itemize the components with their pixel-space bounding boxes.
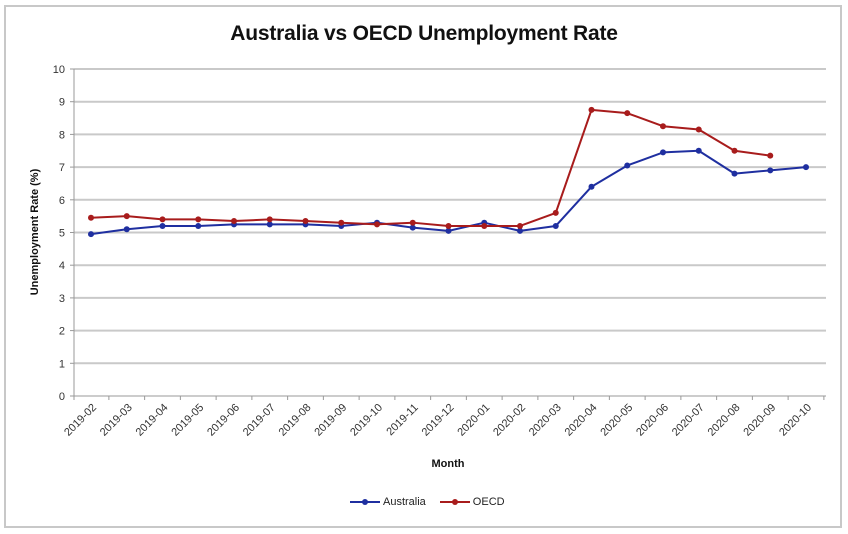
data-point[interactable] bbox=[445, 227, 452, 234]
data-point[interactable] bbox=[123, 226, 130, 233]
x-tick-label: 2020-01 bbox=[455, 402, 492, 439]
legend: Australia OECD bbox=[350, 496, 505, 508]
series-oecd bbox=[88, 106, 774, 229]
x-tick-label: 2020-04 bbox=[563, 402, 600, 439]
x-tick-label: 2019-06 bbox=[205, 402, 242, 439]
y-tick-label: 7 bbox=[59, 162, 65, 174]
data-point[interactable] bbox=[695, 147, 702, 154]
data-point[interactable] bbox=[445, 222, 452, 229]
data-point[interactable] bbox=[231, 218, 237, 225]
x-tick-label: 2020-06 bbox=[634, 402, 671, 439]
data-point[interactable] bbox=[552, 222, 559, 229]
y-tick-label: 5 bbox=[59, 228, 65, 240]
y-tick-label: 2 bbox=[59, 326, 65, 338]
y-tick-label: 9 bbox=[59, 97, 65, 109]
data-point[interactable] bbox=[88, 214, 94, 221]
data-point[interactable] bbox=[517, 227, 523, 234]
data-point[interactable] bbox=[266, 216, 273, 223]
y-tick-label: 10 bbox=[53, 64, 65, 76]
legend-marker-australia-icon bbox=[350, 499, 380, 505]
data-point[interactable] bbox=[481, 222, 488, 229]
x-tick-label: 2020-03 bbox=[527, 402, 564, 439]
y-tick-label: 0 bbox=[59, 391, 65, 403]
data-point[interactable] bbox=[731, 147, 738, 154]
data-point[interactable] bbox=[803, 164, 809, 171]
data-point[interactable] bbox=[195, 222, 202, 229]
x-tick-label: 2019-03 bbox=[98, 402, 135, 439]
data-series bbox=[88, 106, 809, 238]
x-tick-label: 2019-10 bbox=[348, 402, 385, 439]
y-tick-label: 6 bbox=[59, 195, 65, 207]
data-point[interactable] bbox=[624, 110, 631, 117]
data-point[interactable] bbox=[302, 218, 309, 225]
x-tick-label: 2019-09 bbox=[312, 402, 349, 439]
y-tick-label: 1 bbox=[59, 358, 65, 370]
legend-item-oecd[interactable]: OECD bbox=[439, 496, 505, 508]
data-point[interactable] bbox=[338, 219, 345, 226]
data-point[interactable] bbox=[409, 219, 416, 226]
data-point[interactable] bbox=[731, 170, 738, 177]
data-point[interactable] bbox=[624, 162, 631, 169]
x-tick-label: 2019-11 bbox=[384, 402, 420, 438]
data-point[interactable] bbox=[374, 221, 380, 228]
x-tick-label: 2019-08 bbox=[277, 402, 314, 439]
data-point[interactable] bbox=[159, 222, 166, 229]
x-tick-label: 2019-04 bbox=[134, 402, 171, 439]
legend-label-oecd: OECD bbox=[472, 496, 505, 508]
data-point[interactable] bbox=[588, 183, 595, 190]
x-axis-label: Month bbox=[432, 458, 465, 470]
chart-frame bbox=[4, 5, 842, 528]
data-point[interactable] bbox=[517, 222, 523, 229]
x-tick-label: 2020-08 bbox=[706, 402, 743, 439]
data-point[interactable] bbox=[767, 152, 774, 159]
data-point[interactable] bbox=[159, 216, 166, 223]
x-tick-label: 2019-02 bbox=[62, 402, 99, 439]
data-point[interactable] bbox=[88, 231, 94, 238]
y-tick-label: 3 bbox=[59, 293, 65, 305]
legend-item-australia[interactable]: Australia bbox=[350, 496, 426, 508]
x-tick-label: 2020-10 bbox=[777, 402, 814, 439]
y-tick-label: 8 bbox=[59, 129, 65, 141]
y-axis-label: Unemployment Rate (%) bbox=[29, 168, 41, 295]
data-point[interactable] bbox=[588, 106, 595, 113]
data-point[interactable] bbox=[660, 123, 666, 130]
chart-title: Australia vs OECD Unemployment Rate bbox=[230, 22, 618, 45]
series-australia bbox=[88, 147, 809, 238]
x-tick-label: 2019-07 bbox=[241, 402, 278, 439]
data-point[interactable] bbox=[195, 216, 202, 223]
x-tick-label: 2020-09 bbox=[741, 402, 778, 439]
x-tick-label: 2019-12 bbox=[420, 402, 457, 439]
data-point[interactable] bbox=[266, 221, 273, 228]
x-axis: 2019-022019-032019-042019-052019-062019-… bbox=[62, 395, 826, 439]
x-tick-label: 2020-07 bbox=[670, 402, 707, 439]
x-tick-label: 2020-02 bbox=[491, 402, 528, 439]
data-point[interactable] bbox=[552, 209, 559, 216]
data-point[interactable] bbox=[767, 167, 774, 174]
x-tick-label: 2019-05 bbox=[169, 402, 206, 439]
legend-marker-oecd-icon bbox=[439, 499, 470, 505]
y-tick-label: 4 bbox=[59, 260, 65, 272]
data-point[interactable] bbox=[123, 213, 130, 220]
data-point[interactable] bbox=[695, 126, 702, 133]
gridlines bbox=[74, 68, 826, 365]
data-point[interactable] bbox=[409, 224, 416, 231]
legend-label-australia: Australia bbox=[383, 496, 426, 508]
x-tick-label: 2020-05 bbox=[598, 402, 635, 439]
data-point[interactable] bbox=[660, 149, 666, 156]
y-axis: 0 1 2 3 4 5 6 7 8 9 10 bbox=[53, 64, 75, 403]
